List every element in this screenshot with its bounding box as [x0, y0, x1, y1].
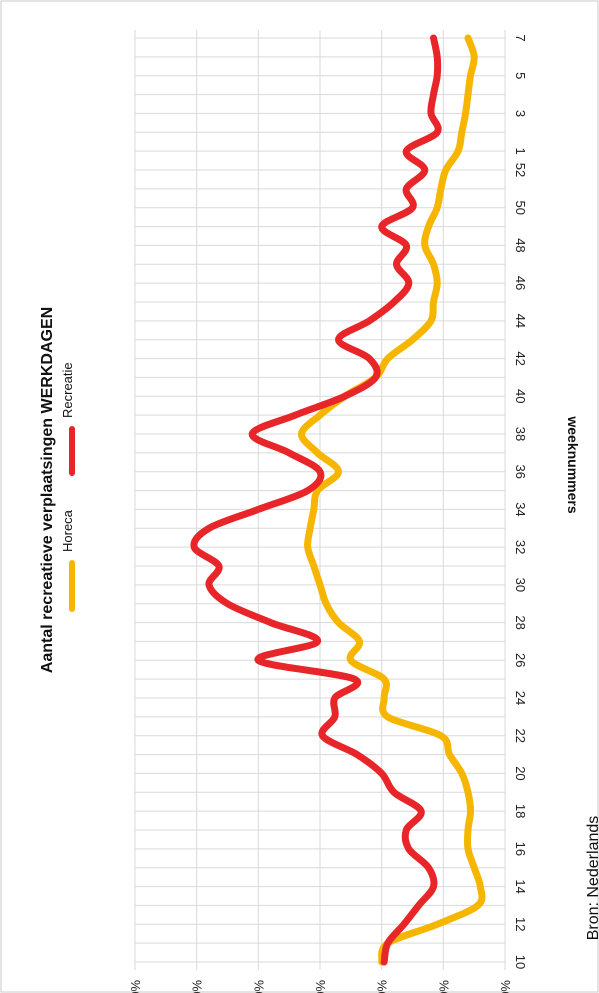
series-line-horeca [298, 34, 486, 966]
x-tick-label: 24 [513, 691, 528, 705]
x-tick-label: 1 [513, 148, 528, 155]
chart-title: Aantal recreatieve verplaatsingen WERKDA… [39, 307, 56, 673]
legend-swatch-horeca [69, 560, 75, 612]
legend: Horeca Recreatie [60, 362, 75, 612]
y-tick-label: 100% [375, 980, 390, 993]
series-lines [190, 34, 486, 966]
y-tick-label: 250% [190, 980, 205, 993]
series-line-recreatie [190, 34, 442, 966]
x-tick-label: 44 [513, 314, 528, 328]
x-tick-label: 50 [513, 200, 528, 214]
y-tick-label: 0% [498, 980, 513, 993]
x-tick-label: 3 [513, 110, 528, 117]
x-tick-label: 42 [513, 351, 528, 365]
grid [134, 30, 506, 970]
x-tick-label: 7 [513, 34, 528, 41]
x-tick-label: 26 [513, 653, 528, 667]
x-axis-ticks: 10 12 14 16 18 20 22 24 26 28 30 32 34 36 38 40 42 44 46 48… [513, 34, 528, 969]
x-tick-label: 30 [513, 578, 528, 592]
x-tick-label: 32 [513, 540, 528, 554]
legend-swatch-recreatie [69, 426, 75, 476]
x-tick-label: 52 [513, 163, 528, 177]
x-tick-label: 48 [513, 238, 528, 252]
x-tick-label: 18 [513, 804, 528, 818]
x-tick-label: 5 [513, 72, 528, 79]
x-tick-label: 16 [513, 842, 528, 856]
x-tick-label: 40 [513, 389, 528, 403]
y-tick-label: 300% [128, 980, 143, 993]
y-tick-label: 200% [251, 980, 266, 993]
x-tick-label: 20 [513, 766, 528, 780]
x-tick-label: 10 [513, 955, 528, 969]
x-tick-label: 34 [513, 502, 528, 516]
y-tick-label: 150% [313, 980, 328, 993]
x-tick-label: 38 [513, 427, 528, 441]
x-tick-label: 46 [513, 276, 528, 290]
y-tick-label: 50% [436, 980, 451, 993]
x-tick-label: 14 [513, 879, 528, 893]
x-tick-label: 36 [513, 464, 528, 478]
source-text: Bron: Nederlands [585, 816, 599, 941]
x-axis-label: weeknummers [565, 415, 581, 513]
x-tick-label: 12 [513, 917, 528, 931]
x-tick-label: 28 [513, 615, 528, 629]
legend-label-recreatie: Recreatie [60, 362, 75, 418]
legend-label-horeca: Horeca [60, 509, 75, 552]
y-axis-ticks: 0% 50% 100% 150% 200% 250% 300% [128, 980, 513, 993]
x-tick-label: 22 [513, 728, 528, 742]
